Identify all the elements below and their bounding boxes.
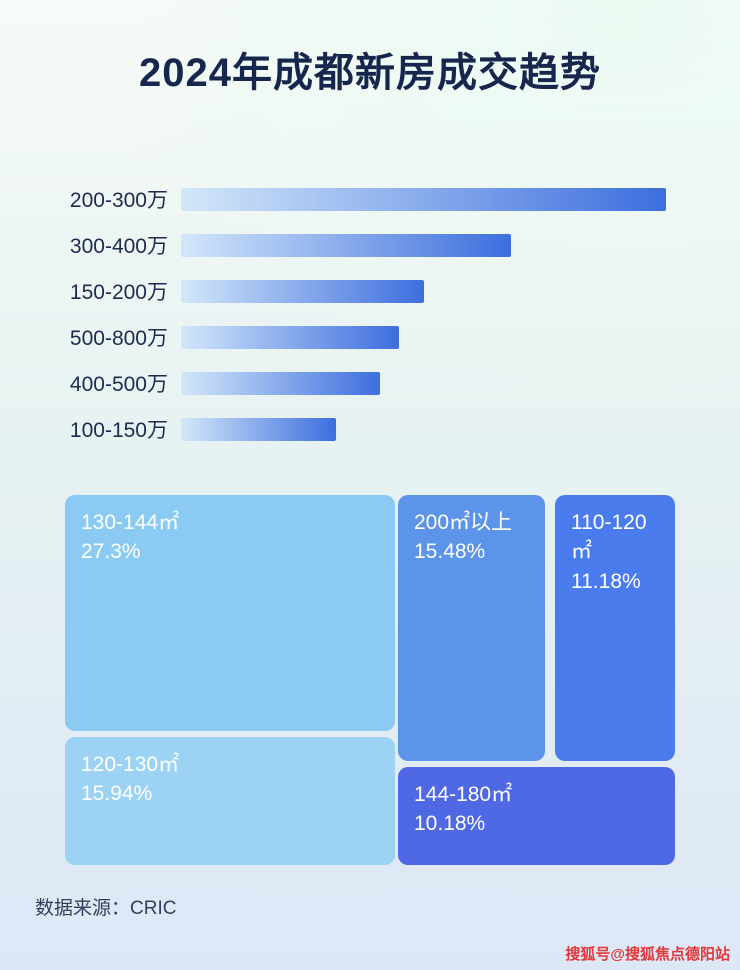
watermark: 搜狐号@搜狐焦点德阳站 <box>565 946 730 963</box>
bar-track <box>181 371 666 395</box>
tile-percent: 15.94% <box>81 782 153 806</box>
tile-label: 110-120㎡ <box>571 511 647 564</box>
bar-row: 200-300万 <box>55 176 685 222</box>
tile-label: 144-180㎡ <box>414 783 513 806</box>
tile-percent: 10.18% <box>414 812 486 836</box>
treemap-tile: 120-130㎡ 15.94% <box>65 737 395 865</box>
treemap-tile: 200㎡以上 15.48% <box>398 495 545 761</box>
treemap-tile: 130-144㎡ 27.3% <box>65 495 395 731</box>
bar-track <box>181 187 666 211</box>
treemap-tile: 144-180㎡ 10.18% <box>398 767 675 865</box>
bar <box>181 187 666 211</box>
data-source-note: 数据来源：CRIC <box>35 898 177 919</box>
bar-label: 150-200万 <box>69 281 168 304</box>
treemap-tile: 110-120㎡ 11.18% <box>555 495 675 761</box>
tile-percent: 15.48% <box>414 540 486 564</box>
bar <box>181 279 424 303</box>
tile-label: 200㎡以上 <box>414 511 513 534</box>
bar-track <box>181 233 666 257</box>
tile-label: 130-144㎡ <box>81 511 180 534</box>
bar-row: 400-500万 <box>55 360 685 406</box>
bar <box>181 371 380 395</box>
page-title: 2024年成都新房成交趋势 <box>139 51 601 95</box>
bar-label: 500-800万 <box>69 327 168 350</box>
bar-row: 300-400万 <box>55 222 685 268</box>
bar-label: 400-500万 <box>69 373 168 396</box>
bar-row: 500-800万 <box>55 314 685 360</box>
tile-percent: 11.18% <box>571 569 641 593</box>
bar <box>181 417 337 441</box>
bar-track <box>181 325 666 349</box>
bar-label: 200-300万 <box>69 189 168 212</box>
bar-row: 150-200万 <box>55 268 685 314</box>
bar-label: 100-150万 <box>69 419 168 442</box>
bar-track <box>181 279 666 303</box>
tile-label: 120-130㎡ <box>81 753 180 776</box>
bar-label: 300-400万 <box>69 235 168 258</box>
bar-row: 100-150万 <box>55 406 685 452</box>
bar <box>181 233 511 257</box>
bar-track <box>181 417 666 441</box>
price-range-bar-chart: 200-300万 300-400万 150-200万 500-800万 400-… <box>55 176 685 452</box>
bar <box>181 325 400 349</box>
area-size-treemap: 130-144㎡ 27.3% 120-130㎡ 15.94% 200㎡以上 15… <box>65 495 675 865</box>
tile-percent: 27.3% <box>81 540 141 564</box>
